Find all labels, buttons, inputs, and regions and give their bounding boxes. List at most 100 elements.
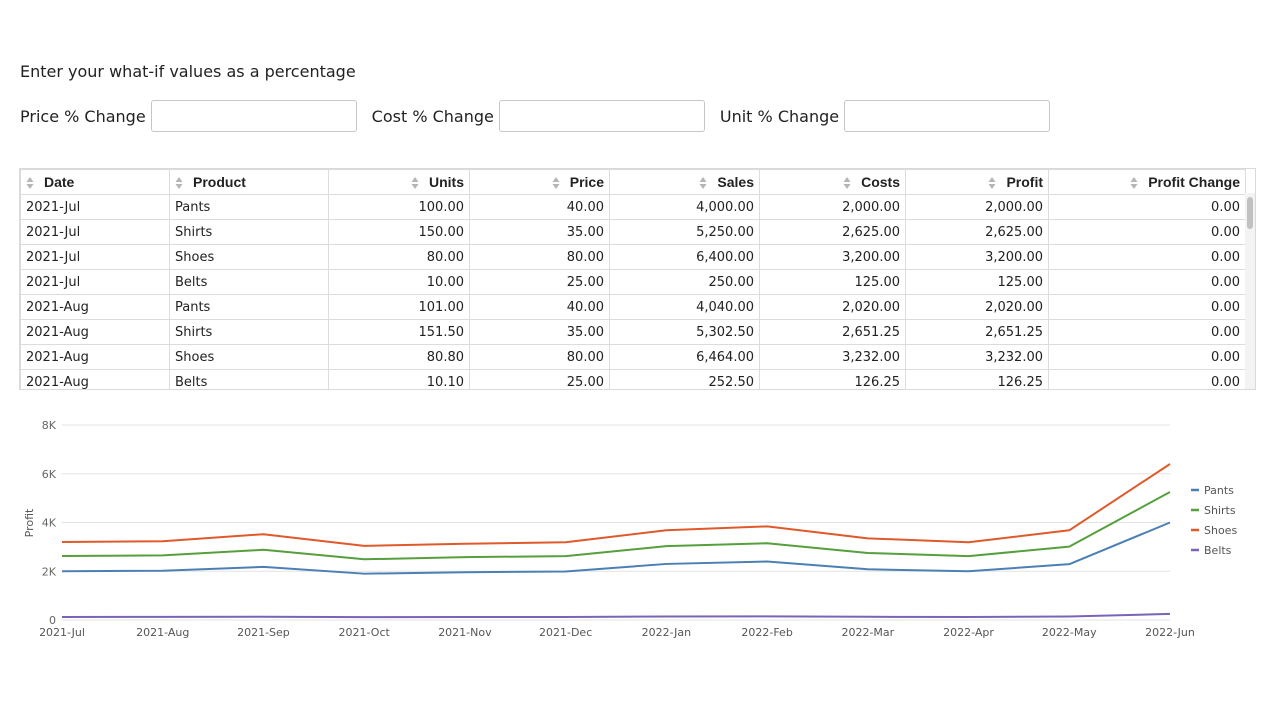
table-cell: 0.00: [1048, 369, 1246, 389]
column-header-label: Units: [429, 173, 464, 190]
profit-line-chart: 0 2K 4K 6K 8K 2021-Jul 2021-Aug 2021-Sep 2021-O…: [23, 419, 1237, 639]
table-row[interactable]: 2021-Aug Shirts 151.50 35.00 5,302.50 2,651.2…: [20, 319, 1246, 345]
column-header[interactable]: Profit Change: [1048, 169, 1246, 195]
table-cell: 2,020.00: [905, 294, 1049, 320]
x-tick-label: 2021-Sep: [237, 626, 290, 639]
table-cell: 0.00: [1048, 269, 1246, 295]
chart-legend: Pants Shirts Shoes Belts: [1191, 484, 1237, 557]
table-cell: 0.00: [1048, 319, 1246, 345]
x-axis-ticks: 2021-Jul 2021-Aug 2021-Sep 2021-Oct 2021-Nov…: [39, 626, 1195, 639]
table-cell: 80.00: [328, 244, 470, 270]
table-cell: 2021-Aug: [20, 319, 170, 345]
table-cell: 2,625.00: [905, 219, 1049, 245]
unit-change-input[interactable]: [844, 100, 1051, 132]
column-header-label: Costs: [861, 173, 900, 190]
sort-arrows-icon[interactable]: [26, 176, 36, 190]
sort-arrows-icon[interactable]: [1130, 176, 1140, 190]
table-cell: 10.10: [328, 369, 470, 389]
table-row[interactable]: 2021-Aug Belts 10.10 25.00 252.50 126.25 126.2…: [20, 369, 1246, 389]
vertical-scrollbar[interactable]: [1245, 193, 1255, 389]
table-cell: 126.25: [905, 369, 1049, 389]
x-tick-label: 2021-Jul: [39, 626, 85, 639]
table-cell: Shoes: [169, 344, 329, 370]
table-row[interactable]: 2021-Aug Shoes 80.80 80.00 6,464.00 3,232.00 3…: [20, 344, 1246, 370]
column-header[interactable]: Profit: [905, 169, 1049, 195]
y-axis-ticks: 0 2K 4K 6K 8K: [42, 419, 57, 627]
table-cell: Pants: [169, 294, 329, 320]
table-cell: 0.00: [1048, 344, 1246, 370]
sort-arrows-icon[interactable]: [411, 176, 421, 190]
column-header[interactable]: Price: [469, 169, 610, 195]
table-row[interactable]: 2021-Aug Pants 101.00 40.00 4,040.00 2,020.00…: [20, 294, 1246, 320]
x-tick-label: 2022-May: [1042, 626, 1097, 639]
unit-change-label: Unit % Change: [719, 106, 840, 126]
table-cell: 2,651.25: [905, 319, 1049, 345]
table-cell: 6,464.00: [609, 344, 760, 370]
sort-arrows-icon[interactable]: [988, 176, 998, 190]
table-cell: 2021-Jul: [20, 244, 170, 270]
column-header-label: Product: [193, 173, 246, 190]
column-header-label: Date: [44, 173, 75, 190]
legend-label: Shirts: [1204, 504, 1236, 517]
table-row[interactable]: 2021-Jul Shirts 150.00 35.00 5,250.00 2,625.0…: [20, 219, 1246, 245]
table-cell: 2021-Aug: [20, 294, 170, 320]
table-cell: 125.00: [759, 269, 906, 295]
column-header-label: Price: [569, 173, 604, 190]
table-row[interactable]: 2021-Jul Shoes 80.00 80.00 6,400.00 3,200.00 3…: [20, 244, 1246, 270]
x-tick-label: 2021-Aug: [136, 626, 189, 639]
table-cell: 150.00: [328, 219, 470, 245]
column-header-label: Sales: [717, 173, 754, 190]
table-cell: 2021-Jul: [20, 269, 170, 295]
column-header[interactable]: Sales: [609, 169, 760, 195]
column-header[interactable]: Units: [328, 169, 470, 195]
sort-arrows-icon[interactable]: [175, 176, 185, 190]
table-body: 2021-Jul Pants 100.00 40.00 4,000.00 2,000.00…: [20, 194, 1246, 389]
price-change-input[interactable]: [150, 100, 357, 132]
what-if-inputs: Price % Change Cost % Change Unit % Chan…: [20, 100, 1065, 132]
legend-label: Pants: [1204, 484, 1234, 497]
table-row[interactable]: 2021-Jul Belts 10.00 25.00 250.00 125.00 125.0…: [20, 269, 1246, 295]
chart-gridlines: [62, 424, 1170, 621]
table-cell: 40.00: [469, 194, 610, 220]
table-cell: 5,302.50: [609, 319, 760, 345]
table-cell: 35.00: [469, 219, 610, 245]
table-cell: 2,625.00: [759, 219, 906, 245]
sort-arrows-icon[interactable]: [699, 176, 709, 190]
table-cell: 0.00: [1048, 219, 1246, 245]
sort-arrows-icon[interactable]: [552, 176, 562, 190]
table-cell: 3,200.00: [759, 244, 906, 270]
table-cell: Shirts: [169, 319, 329, 345]
x-tick-label: 2022-Mar: [841, 626, 894, 639]
y-axis-label: Profit: [23, 508, 36, 537]
table-cell: 2021-Aug: [20, 369, 170, 389]
table-cell: 100.00: [328, 194, 470, 220]
table-cell: 0.00: [1048, 194, 1246, 220]
column-header[interactable]: Product: [169, 169, 329, 195]
x-tick-label: 2021-Dec: [539, 626, 592, 639]
sort-arrows-icon[interactable]: [843, 176, 853, 190]
table-cell: 25.00: [469, 369, 610, 389]
column-header[interactable]: Date: [20, 169, 170, 195]
table-cell: Pants: [169, 194, 329, 220]
x-tick-label: 2021-Nov: [438, 626, 492, 639]
table-cell: Belts: [169, 269, 329, 295]
table-cell: 252.50: [609, 369, 760, 389]
table-cell: 0.00: [1048, 294, 1246, 320]
table-row[interactable]: 2021-Jul Pants 100.00 40.00 4,000.00 2,000.00…: [20, 194, 1246, 220]
column-header-label: Profit: [1006, 173, 1043, 190]
series-line-pants: [61, 521, 1171, 575]
table-cell: 126.25: [759, 369, 906, 389]
data-table: Date Product Units Price Sales Costs Profit Pro…: [20, 169, 1246, 389]
table-cell: 101.00: [328, 294, 470, 320]
table-cell: 3,200.00: [905, 244, 1049, 270]
instructions-text: Enter your what-if values as a percentag…: [20, 62, 356, 81]
table-cell: 35.00: [469, 319, 610, 345]
cost-change-input[interactable]: [498, 100, 705, 132]
table-cell: 125.00: [905, 269, 1049, 295]
table-cell: 2021-Jul: [20, 219, 170, 245]
column-header[interactable]: Costs: [759, 169, 906, 195]
scrollbar-thumb[interactable]: [1247, 197, 1253, 229]
table-cell: 2,000.00: [759, 194, 906, 220]
x-tick-label: 2022-Apr: [943, 626, 994, 639]
table-cell: 80.00: [469, 244, 610, 270]
